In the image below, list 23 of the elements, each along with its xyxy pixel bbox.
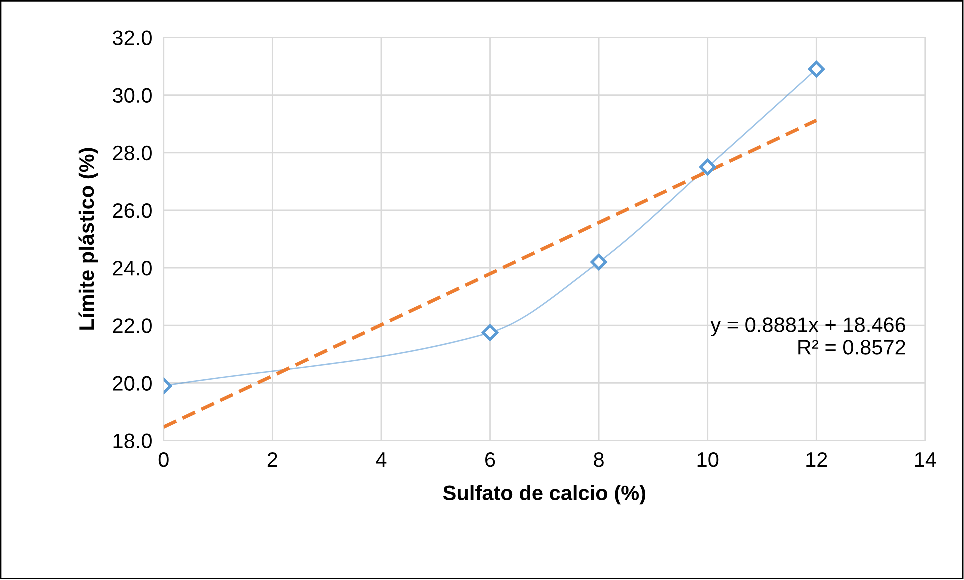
x-tick-label: 10: [698, 452, 719, 468]
x-tick-label: 8: [594, 452, 604, 468]
y-axis-title: Límite plástico (%): [78, 148, 98, 330]
x-tick-label: 14: [915, 452, 936, 468]
x-tick-label: 12: [806, 452, 828, 468]
y-tick-label: 22.0: [113, 318, 152, 334]
point: [482, 324, 499, 342]
y-tick-label: 20.0: [113, 376, 152, 391]
point: [590, 254, 608, 271]
y-tick-label: 28.0: [113, 146, 152, 161]
x-axis-title: Sulfato de calcio (%): [443, 485, 646, 505]
x-tick-label: 6: [486, 452, 496, 468]
x-tick-label: 4: [376, 452, 387, 468]
point: [700, 159, 716, 176]
y-tick-label: 24.0: [113, 261, 152, 276]
x-tick-label: 2: [268, 452, 278, 468]
y-tick-label: 32.0: [113, 30, 152, 46]
annotation: y = 0.8881x + 18.466 R² = 0.8572: [710, 318, 906, 355]
point: [808, 61, 825, 78]
x-tick-label: 0: [158, 452, 169, 468]
y-tick-label: 18.0: [114, 434, 152, 449]
y-tick-label: 30.0: [113, 88, 152, 104]
y-tick-label: 26.0: [113, 203, 152, 218]
